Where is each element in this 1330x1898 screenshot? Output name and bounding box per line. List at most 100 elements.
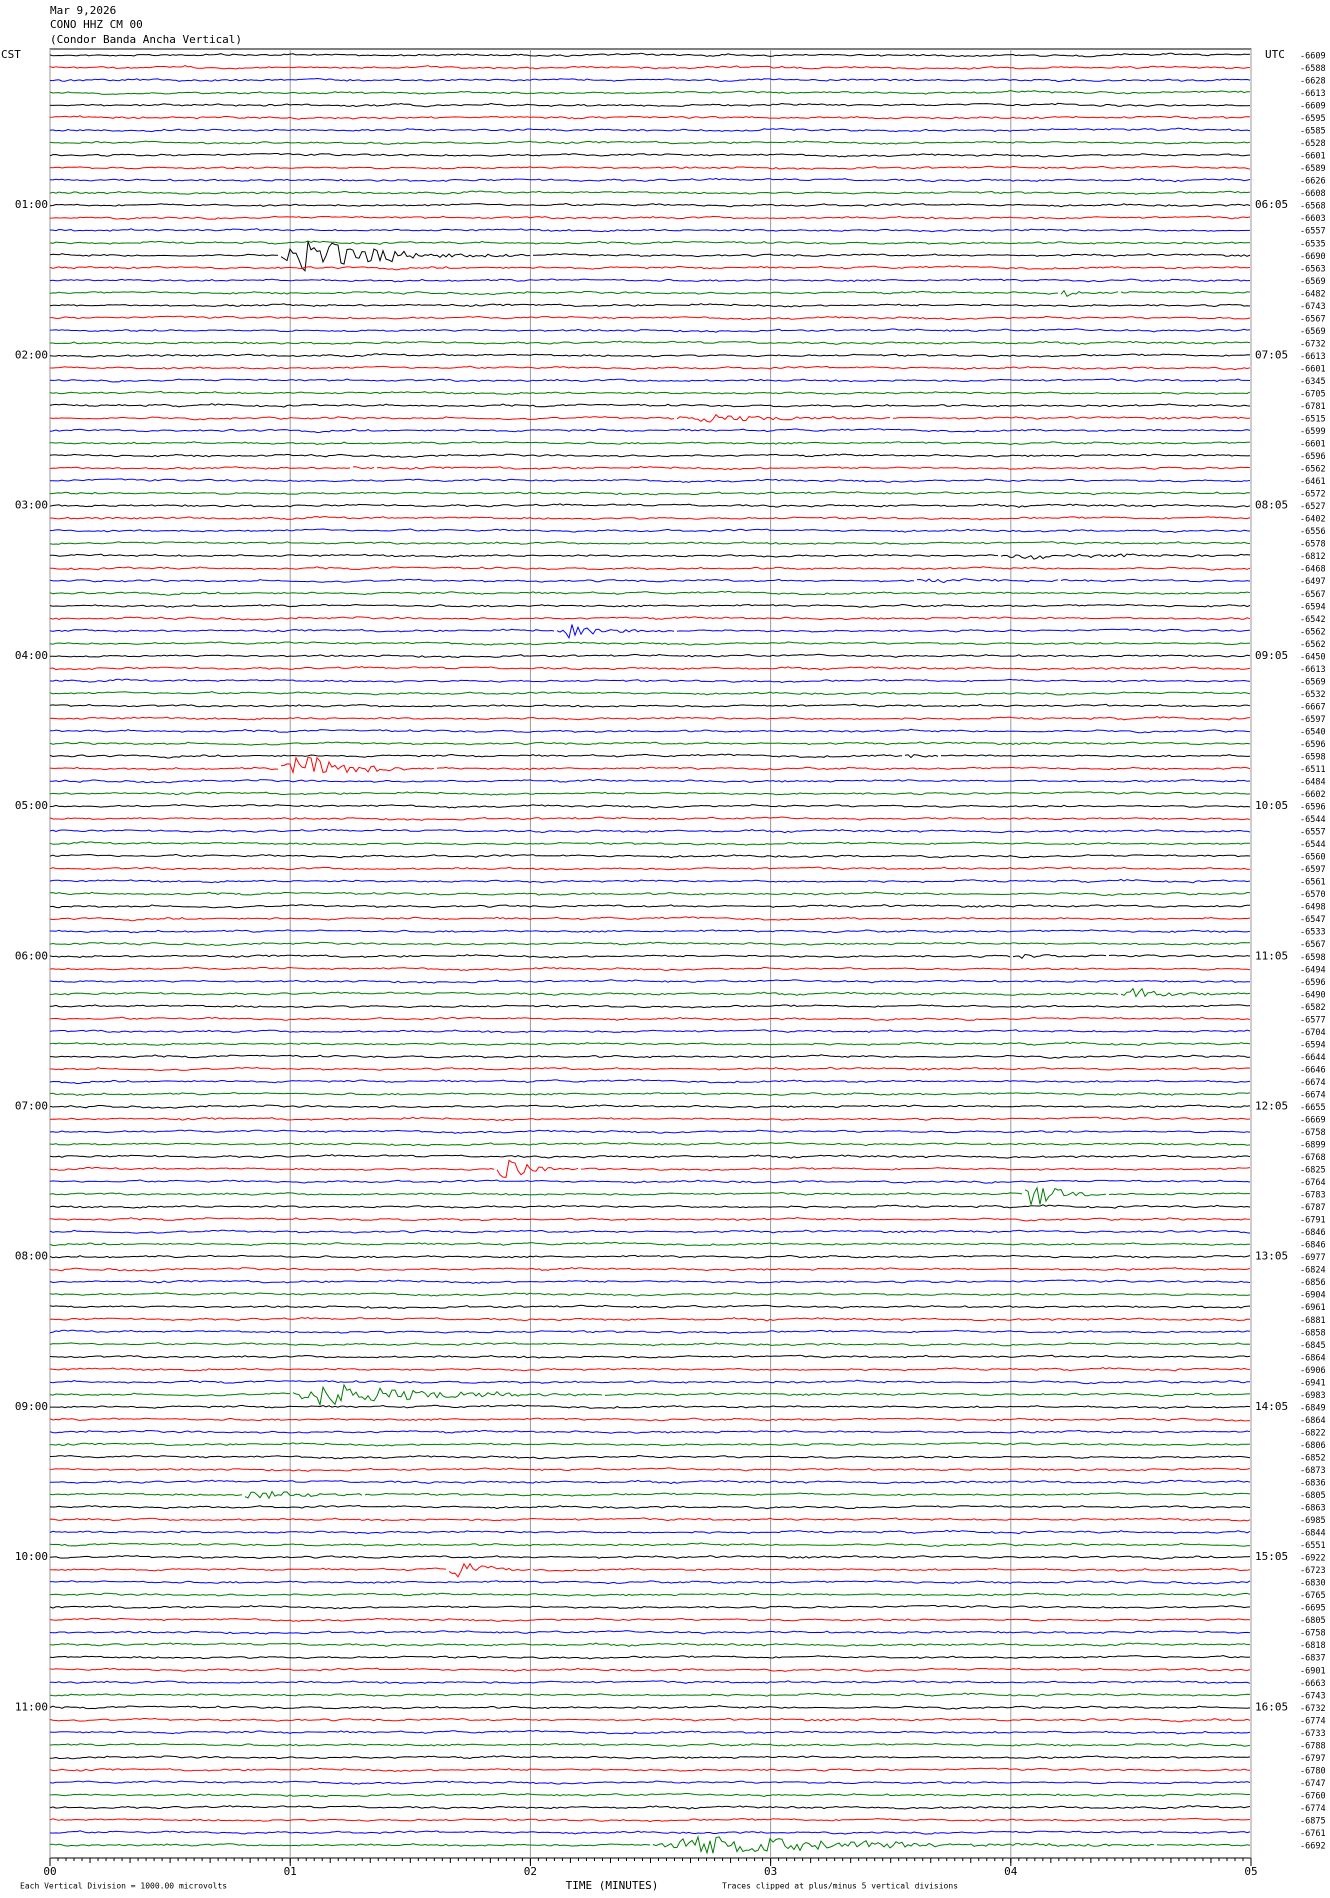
- trace-offset: -6613: [1300, 89, 1326, 99]
- trace-offset: -6695: [1300, 1604, 1326, 1614]
- trace-offset: -6609: [1300, 52, 1326, 62]
- trace-offset: -6589: [1300, 164, 1326, 174]
- trace-offset: -6783: [1300, 1191, 1326, 1201]
- trace-offset: -6768: [1300, 1153, 1326, 1163]
- trace: [49, 353, 1251, 358]
- trace: [49, 77, 1251, 83]
- seismic-event: [280, 241, 531, 272]
- trace-offset: -6906: [1300, 1366, 1326, 1376]
- trace-offset: -6608: [1300, 189, 1326, 199]
- trace: [49, 753, 1251, 759]
- trace-offset: -6774: [1300, 1716, 1326, 1726]
- trace: [49, 1379, 1251, 1385]
- trace-offset: -6626: [1300, 177, 1326, 187]
- trace-offset: -6846: [1300, 1228, 1326, 1238]
- trace: [49, 954, 1251, 959]
- trace: [49, 1805, 1251, 1810]
- trace: [49, 1054, 1250, 1059]
- trace-offset: -6812: [1300, 552, 1326, 562]
- left-hour-label: 09:00: [15, 1400, 48, 1413]
- trace: [49, 1467, 1251, 1472]
- trace: [49, 653, 1251, 659]
- trace: [49, 778, 1251, 784]
- left-hour-label: 03:00: [15, 499, 48, 512]
- trace: [49, 1692, 1251, 1697]
- date: Mar 9,2026: [50, 4, 116, 17]
- trace: [49, 766, 1251, 771]
- trace: [49, 303, 1251, 308]
- trace-offset: -6542: [1300, 615, 1326, 625]
- trace: [49, 165, 1251, 170]
- trace: [49, 1079, 1251, 1085]
- trace-offset: -6551: [1300, 1541, 1326, 1551]
- trace: [49, 1654, 1251, 1660]
- trace-offset: -6596: [1300, 978, 1326, 988]
- trace-offset: -6849: [1300, 1403, 1326, 1413]
- trace-offset: -6904: [1300, 1291, 1326, 1301]
- trace: [49, 1729, 1251, 1735]
- trace: [49, 1354, 1251, 1359]
- trace: [49, 816, 1251, 821]
- trace: [49, 553, 999, 558]
- right-hour-label: 13:05: [1255, 1250, 1288, 1263]
- trace: [49, 453, 1251, 458]
- trace: [49, 578, 1251, 583]
- trace-offset: -6597: [1300, 715, 1326, 725]
- trace-offset: -6547: [1300, 915, 1326, 925]
- trace-offset: -6705: [1300, 389, 1326, 399]
- trace-offset: -6562: [1300, 640, 1326, 650]
- trace: [49, 415, 1250, 421]
- trace-offset: -6758: [1300, 1128, 1326, 1138]
- trace: [49, 190, 1251, 195]
- trace-offset: -6774: [1300, 1804, 1326, 1814]
- trace-offset: -6601: [1300, 152, 1326, 162]
- trace-offset: -6567: [1300, 940, 1326, 950]
- left-hour-label: 05:00: [15, 799, 48, 812]
- trace-offset: -6544: [1300, 840, 1326, 850]
- trace-offset: -6540: [1300, 727, 1326, 737]
- trace: [49, 1767, 1251, 1773]
- trace: [49, 465, 1251, 471]
- right-hour-label: 11:05: [1255, 949, 1288, 962]
- trace-offset: -6836: [1300, 1478, 1326, 1488]
- trace: [49, 1617, 1251, 1622]
- trace-offset: -6732: [1300, 1704, 1326, 1714]
- trace-offset: -6613: [1300, 665, 1326, 675]
- trace: [49, 1504, 1251, 1510]
- trace: [50, 340, 1251, 346]
- trace-offset: -6818: [1300, 1641, 1326, 1651]
- seismic-event: [916, 578, 1059, 584]
- trace-offset: -6788: [1300, 1741, 1326, 1751]
- trace-offset: -6597: [1300, 865, 1326, 875]
- trace-offset: -6609: [1300, 102, 1326, 112]
- trace: [49, 240, 1251, 245]
- trace: [50, 929, 1251, 934]
- trace-offset: -6535: [1300, 239, 1326, 249]
- trace-offset: -6484: [1300, 778, 1326, 788]
- x-tick-label: 00: [43, 1865, 56, 1878]
- trace-offset: -6644: [1300, 1053, 1326, 1063]
- trace-offset: -6578: [1300, 540, 1326, 550]
- trace: [49, 153, 1251, 158]
- trace: [49, 804, 1251, 809]
- trace: [50, 365, 1251, 371]
- trace: [50, 1066, 1251, 1072]
- trace-offset: -6758: [1300, 1629, 1326, 1639]
- trace: [49, 1191, 1250, 1196]
- trace-offset: -6561: [1300, 878, 1326, 888]
- seismic-event: [676, 413, 891, 423]
- trace: [49, 1267, 1251, 1272]
- trace: [49, 1843, 1251, 1847]
- trace-offset: -6594: [1300, 602, 1326, 612]
- trace-offset: -6667: [1300, 702, 1326, 712]
- trace-offset: -6760: [1300, 1791, 1326, 1801]
- trace: [50, 1404, 1251, 1409]
- trace: [49, 65, 1251, 70]
- description: (Condor Banda Ancha Vertical): [50, 33, 242, 46]
- trace-offset: -6723: [1300, 1566, 1326, 1576]
- trace: [49, 1129, 1251, 1134]
- trace: [49, 503, 1251, 508]
- trace: [49, 678, 1251, 684]
- trace-offset: -6562: [1300, 465, 1326, 475]
- trace-offset: -6780: [1300, 1766, 1326, 1776]
